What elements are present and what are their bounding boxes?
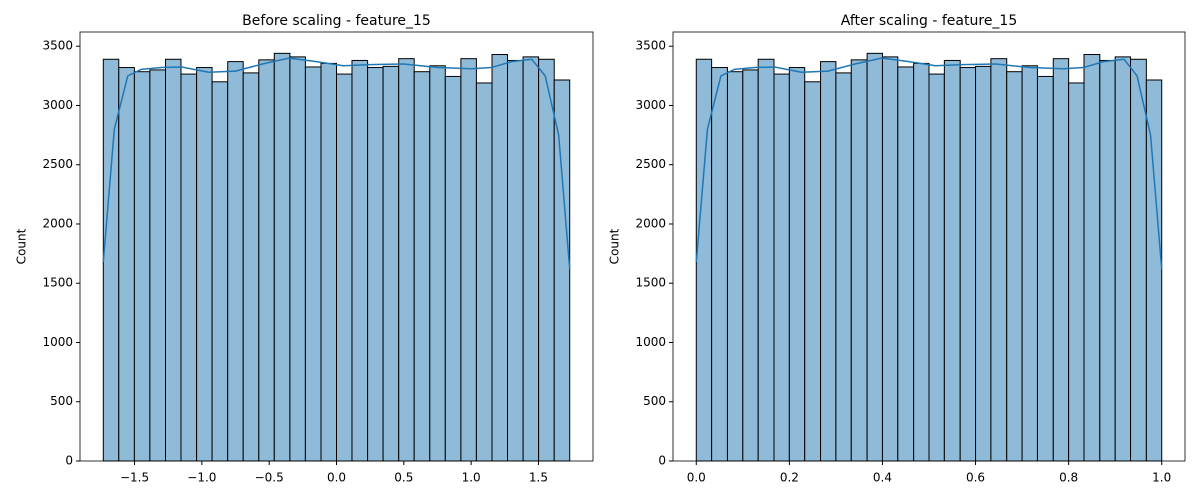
bar: [507, 59, 524, 462]
bar: [711, 67, 728, 462]
bar: [928, 73, 945, 462]
y-tick-label: 0: [65, 454, 73, 468]
bar: [196, 67, 213, 462]
bar: [211, 81, 229, 462]
y-axis-label: Count: [15, 228, 29, 264]
chart-title: Before scaling - feature_15: [242, 13, 431, 29]
x-tick-label: 0.0: [327, 471, 346, 485]
x-tick-label: −0.5: [255, 471, 284, 485]
bar: [149, 69, 167, 462]
y-tick-label: 1000: [42, 335, 73, 349]
bar: [133, 71, 151, 462]
bar: [820, 61, 837, 462]
x-tick-label: 1.0: [462, 471, 481, 485]
kde-line: [695, 57, 1163, 270]
bar: [289, 56, 306, 462]
x-tick-label: 1.5: [529, 471, 548, 485]
x-tick-label: −1.5: [120, 471, 149, 485]
bar: [1130, 58, 1147, 462]
x-tick-label: −1.0: [187, 471, 216, 485]
bar: [1021, 65, 1038, 462]
bar: [522, 56, 540, 462]
bar: [1006, 71, 1023, 462]
bar: [881, 56, 899, 462]
bar: [382, 65, 400, 462]
chart-title: After scaling - feature_15: [841, 13, 1018, 29]
x-tick-label: 0.5: [394, 471, 413, 485]
bar: [788, 67, 806, 462]
bar: [1145, 79, 1163, 462]
bar: [242, 72, 260, 462]
bar: [1114, 56, 1132, 462]
y-tick-label: 2000: [42, 216, 73, 230]
bar: [118, 67, 135, 462]
y-tick-label: 1500: [42, 276, 73, 290]
axes-frame: [672, 31, 1186, 462]
bar: [413, 71, 431, 462]
bar: [1083, 54, 1101, 462]
bar: [475, 82, 493, 462]
x-tick-label: 0.4: [873, 471, 892, 485]
bar: [1099, 59, 1116, 462]
bar: [180, 73, 198, 462]
x-tick-label: 0.2: [780, 471, 799, 485]
bar: [398, 58, 415, 462]
y-tick-label: 1000: [635, 335, 666, 349]
x-tick-label: 0.6: [966, 471, 985, 485]
bar: [444, 75, 462, 462]
bar: [959, 67, 977, 462]
x-tick-label: 0.0: [687, 471, 706, 485]
bar: [990, 58, 1008, 462]
bar: [1052, 58, 1070, 462]
bar: [227, 61, 244, 462]
bar: [429, 65, 446, 462]
kde-line: [102, 57, 571, 270]
bar: [273, 52, 291, 462]
bar: [804, 81, 822, 462]
x-tick-label: 0.8: [1059, 471, 1078, 485]
bar: [866, 52, 883, 462]
bar: [835, 72, 852, 462]
y-tick-label: 3500: [42, 39, 73, 53]
bar: [320, 62, 337, 462]
bar: [773, 73, 790, 462]
y-tick-label: 3000: [42, 98, 73, 112]
bar: [165, 58, 182, 462]
x-tick-label: 1.0: [1152, 471, 1171, 485]
y-tick-label: 500: [643, 394, 666, 408]
bar: [258, 59, 275, 462]
bar: [367, 67, 384, 462]
bar: [897, 66, 915, 462]
y-tick-label: 1500: [635, 276, 666, 290]
bar: [742, 69, 759, 462]
y-tick-label: 2000: [635, 216, 666, 230]
y-tick-label: 3500: [635, 39, 666, 53]
bar: [460, 58, 477, 462]
y-tick-label: 2500: [42, 157, 73, 171]
bar: [913, 62, 930, 462]
bar: [726, 71, 744, 462]
bar: [943, 59, 961, 462]
bar: [850, 59, 868, 462]
bar: [538, 58, 555, 462]
bar: [757, 58, 775, 462]
y-tick-label: 3000: [635, 98, 666, 112]
bar: [553, 79, 571, 462]
y-tick-label: 2500: [635, 157, 666, 171]
bar: [1068, 82, 1085, 462]
y-tick-label: 0: [658, 454, 666, 468]
bar: [1036, 75, 1054, 462]
bar: [975, 65, 992, 462]
y-axis-label: Count: [608, 228, 622, 264]
bar: [336, 73, 353, 462]
bar: [351, 59, 369, 462]
bar: [491, 54, 508, 462]
bar: [304, 66, 322, 462]
y-tick-label: 500: [50, 394, 73, 408]
